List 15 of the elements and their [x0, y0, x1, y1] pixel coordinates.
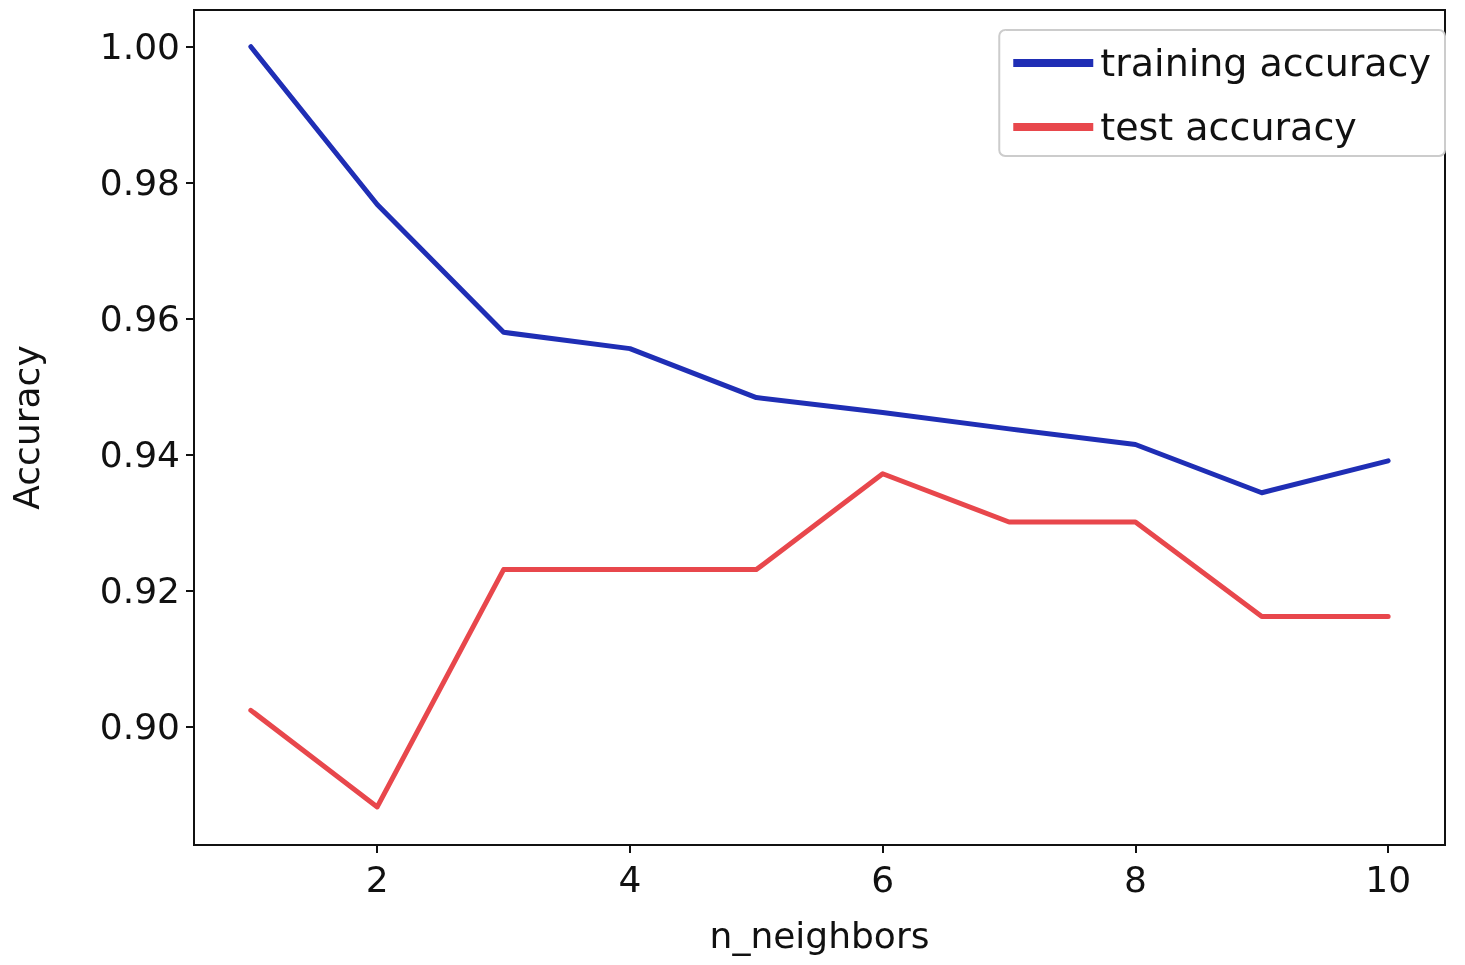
y-tick-label: 1.00 — [99, 26, 180, 68]
y-tick-label: 0.90 — [99, 706, 180, 748]
x-tick-label: 4 — [618, 858, 642, 900]
y-tick-label: 0.94 — [99, 434, 180, 476]
y-axis-title: Accuracy — [5, 345, 47, 510]
x-tick-label: 10 — [1365, 858, 1412, 900]
x-tick-label: 2 — [365, 858, 389, 900]
x-tick-label: 8 — [1123, 858, 1147, 900]
y-tick-label: 0.98 — [99, 162, 180, 204]
y-tick-label: 0.92 — [99, 570, 180, 612]
y-tick-label: 0.96 — [99, 298, 180, 340]
legend-label: test accuracy — [1100, 105, 1357, 149]
legend-label: training accuracy — [1100, 41, 1432, 85]
x-axis-title: n_neighbors — [709, 914, 930, 956]
x-tick-label: 6 — [871, 858, 895, 900]
